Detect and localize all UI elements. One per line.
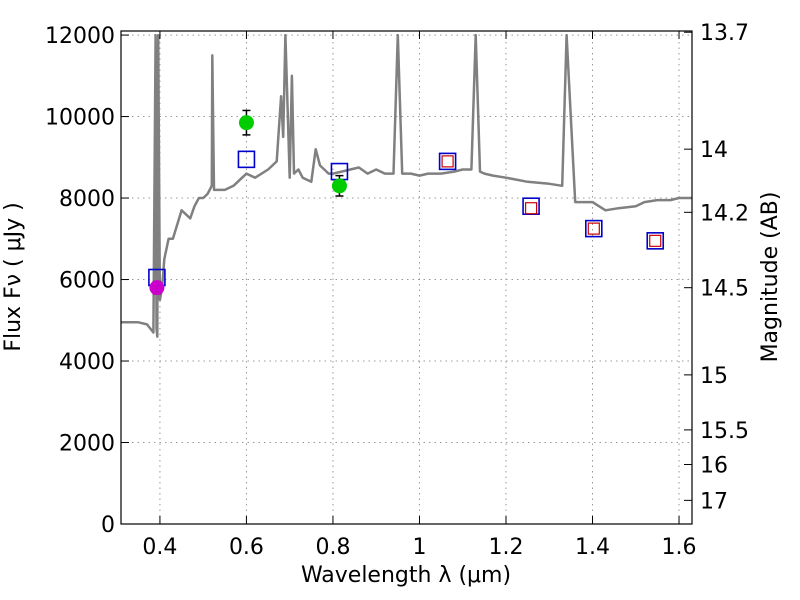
y-tick-label: 10000 bbox=[45, 106, 115, 131]
model-point-square bbox=[646, 232, 665, 250]
observed-point-square bbox=[587, 222, 600, 235]
x-axis-title: Wavelength λ (μm) bbox=[301, 563, 511, 588]
y-tick-label: 12000 bbox=[45, 24, 115, 49]
observed-point-circle bbox=[331, 178, 347, 194]
y-axis-title-right: Magnitude (AB) bbox=[758, 192, 783, 363]
x-tick-label: 0.8 bbox=[315, 535, 350, 560]
observed-point-circle bbox=[238, 115, 254, 131]
x-tick-label: 1.6 bbox=[662, 535, 697, 560]
model-point-square bbox=[585, 219, 603, 238]
right-tick-label: 15 bbox=[700, 364, 728, 389]
x-tick-label: 1 bbox=[412, 535, 426, 560]
y-tick-label: 4000 bbox=[59, 350, 115, 375]
x-tick-label: 1.2 bbox=[488, 535, 523, 560]
axis-ticks: 0.4 0.6 0.8 1 1.2 1.4 1.6 0 2000 4000 6000 8000 1000… bbox=[45, 21, 749, 560]
right-tick-label: 14 bbox=[700, 138, 728, 163]
y-tick-label: 6000 bbox=[59, 269, 115, 294]
plot-frame bbox=[120, 30, 693, 525]
observed-point-circle bbox=[149, 280, 165, 296]
observed-point-square bbox=[524, 202, 538, 215]
y-tick-label: 0 bbox=[101, 513, 115, 538]
right-tick-label: 13.7 bbox=[700, 21, 749, 46]
x-tick-label: 1.4 bbox=[575, 535, 610, 560]
observed-point-square bbox=[649, 234, 662, 247]
right-tick-label: 14.2 bbox=[700, 201, 749, 226]
right-tick-label: 17 bbox=[700, 489, 728, 514]
x-tick-label: 0.6 bbox=[229, 535, 264, 560]
right-tick-label: 16 bbox=[700, 454, 728, 479]
grid bbox=[121, 31, 692, 525]
model-point-square bbox=[438, 152, 457, 171]
spectrum-line bbox=[121, 33, 692, 338]
data-series bbox=[121, 33, 692, 338]
right-tick-label: 15.5 bbox=[700, 419, 749, 444]
y-tick-label: 8000 bbox=[59, 187, 115, 212]
y-axis-title-left: Flux Fν ( μJy ) bbox=[1, 202, 26, 351]
y-tick-label: 2000 bbox=[59, 432, 115, 457]
right-tick-label: 14.5 bbox=[700, 277, 749, 302]
x-tick-label: 0.4 bbox=[142, 535, 177, 560]
observed-point-square bbox=[441, 155, 454, 168]
model-point-square bbox=[237, 150, 256, 169]
